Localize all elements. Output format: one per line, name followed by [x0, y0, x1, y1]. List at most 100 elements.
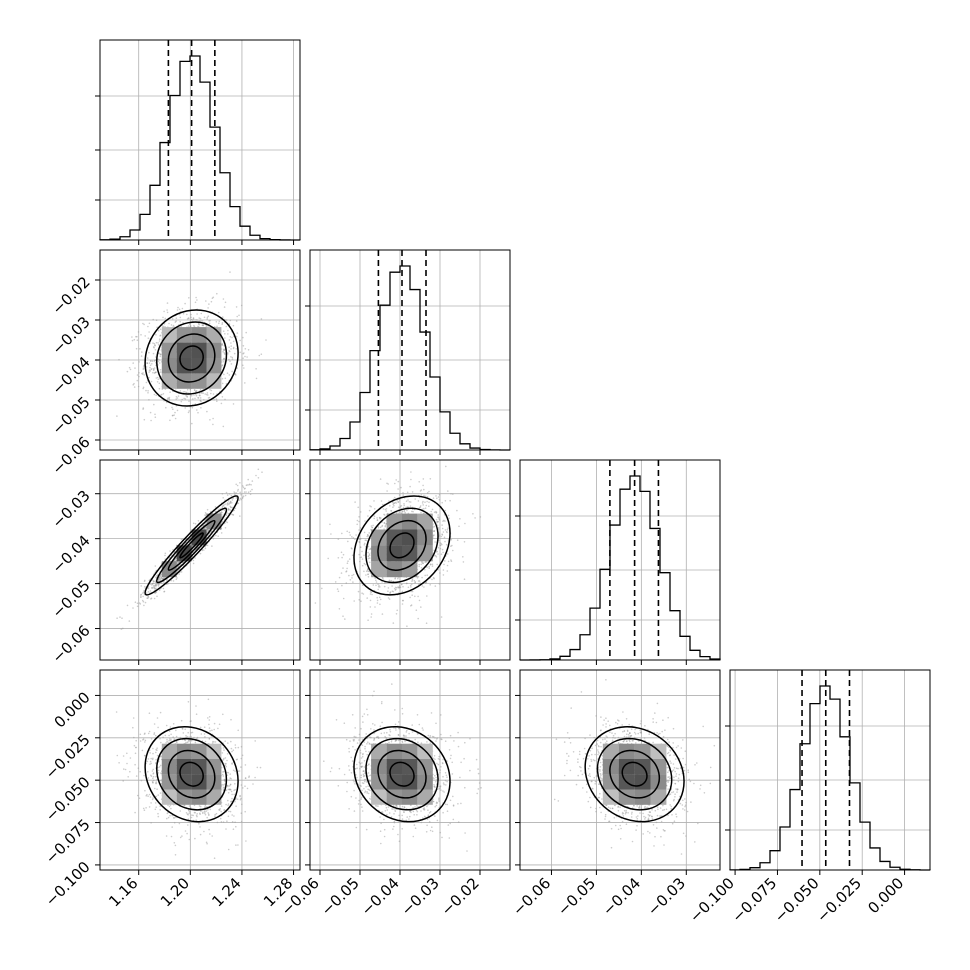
sample-point	[218, 322, 220, 325]
sample-point	[403, 503, 405, 505]
sample-point	[440, 616, 443, 618]
sample-point	[158, 382, 161, 385]
sample-point	[417, 583, 420, 585]
sample-point	[213, 399, 215, 401]
sample-point	[182, 391, 185, 393]
sample-point	[232, 514, 235, 516]
sample-point	[398, 586, 400, 588]
sample-point	[166, 302, 169, 304]
sample-point	[219, 511, 221, 514]
sample-point	[216, 292, 218, 295]
sample-point	[370, 505, 372, 508]
sample-point	[261, 471, 263, 474]
sample-point	[158, 338, 161, 341]
sample-point	[432, 497, 435, 500]
sample-point	[195, 296, 197, 299]
sample-point	[195, 394, 198, 397]
sample-point	[163, 590, 165, 593]
sample-point	[197, 411, 199, 414]
histogram-frame-3	[729, 669, 931, 871]
sample-point	[198, 317, 200, 319]
sample-point	[402, 506, 405, 509]
sample-point	[170, 324, 173, 326]
sample-point	[360, 600, 362, 602]
sample-point	[142, 408, 144, 410]
sample-point	[397, 506, 400, 509]
sample-point	[378, 596, 381, 599]
sample-point	[229, 319, 232, 322]
sample-point	[199, 552, 202, 555]
sample-point	[148, 399, 150, 401]
sample-point	[409, 501, 412, 503]
sample-point	[196, 299, 198, 301]
sample-point	[175, 578, 178, 581]
sample-point	[414, 595, 416, 598]
sample-point	[404, 511, 407, 514]
sample-point	[445, 543, 448, 546]
sample-point	[393, 496, 396, 499]
sample-point	[230, 345, 232, 347]
sample-point	[371, 593, 373, 596]
y-tick-label: −0.06	[48, 621, 93, 666]
sample-point	[378, 516, 381, 519]
sample-point	[381, 613, 384, 615]
sample-point	[396, 499, 398, 502]
sample-point	[227, 333, 229, 335]
sample-point	[391, 585, 393, 587]
sample-point	[138, 361, 140, 363]
sample-point	[441, 527, 444, 530]
sample-point	[225, 319, 228, 321]
sample-point	[192, 318, 195, 321]
sample-point	[431, 508, 434, 511]
sample-point	[428, 565, 430, 568]
sample-point	[432, 576, 435, 579]
sample-point	[151, 586, 153, 589]
sample-point	[346, 530, 349, 533]
sample-point	[155, 341, 158, 344]
sample-point	[458, 525, 460, 528]
sample-point	[245, 840, 247, 842]
sample-point	[397, 501, 400, 503]
panel-frame-0-2	[99, 459, 301, 661]
sample-point	[221, 382, 224, 385]
sample-point	[126, 604, 129, 607]
sample-point	[222, 713, 224, 716]
sample-point	[229, 493, 231, 495]
sample-point	[410, 604, 413, 606]
sample-point	[398, 511, 401, 513]
sample-point	[358, 553, 361, 556]
sample-point	[394, 482, 396, 485]
sample-point	[422, 484, 424, 487]
sample-point	[409, 584, 412, 587]
sample-point	[209, 419, 211, 421]
sample-point	[402, 585, 404, 588]
sample-point	[390, 510, 393, 512]
sample-point	[184, 302, 186, 305]
sample-point	[144, 739, 147, 742]
sample-point	[247, 491, 250, 494]
sample-point	[172, 408, 174, 411]
sample-point	[144, 601, 147, 604]
sample-point	[231, 499, 234, 501]
sample-point	[418, 481, 421, 483]
sample-point	[462, 561, 465, 563]
sample-point	[158, 387, 161, 390]
sample-point	[347, 540, 349, 543]
sample-point	[367, 555, 370, 557]
sample-point	[345, 582, 348, 584]
sample-point	[194, 557, 196, 559]
sample-point	[222, 351, 224, 353]
sample-point	[176, 577, 178, 579]
sample-point	[157, 769, 160, 772]
sample-point	[388, 579, 391, 582]
sample-point	[446, 564, 449, 567]
sample-point	[359, 537, 362, 540]
sample-point	[228, 358, 230, 361]
sample-point	[428, 490, 430, 493]
sample-point	[223, 352, 226, 354]
sample-point	[452, 549, 454, 552]
sample-point	[398, 585, 401, 587]
sample-point	[136, 605, 139, 608]
sample-point	[425, 622, 428, 624]
sample-point	[143, 418, 146, 421]
